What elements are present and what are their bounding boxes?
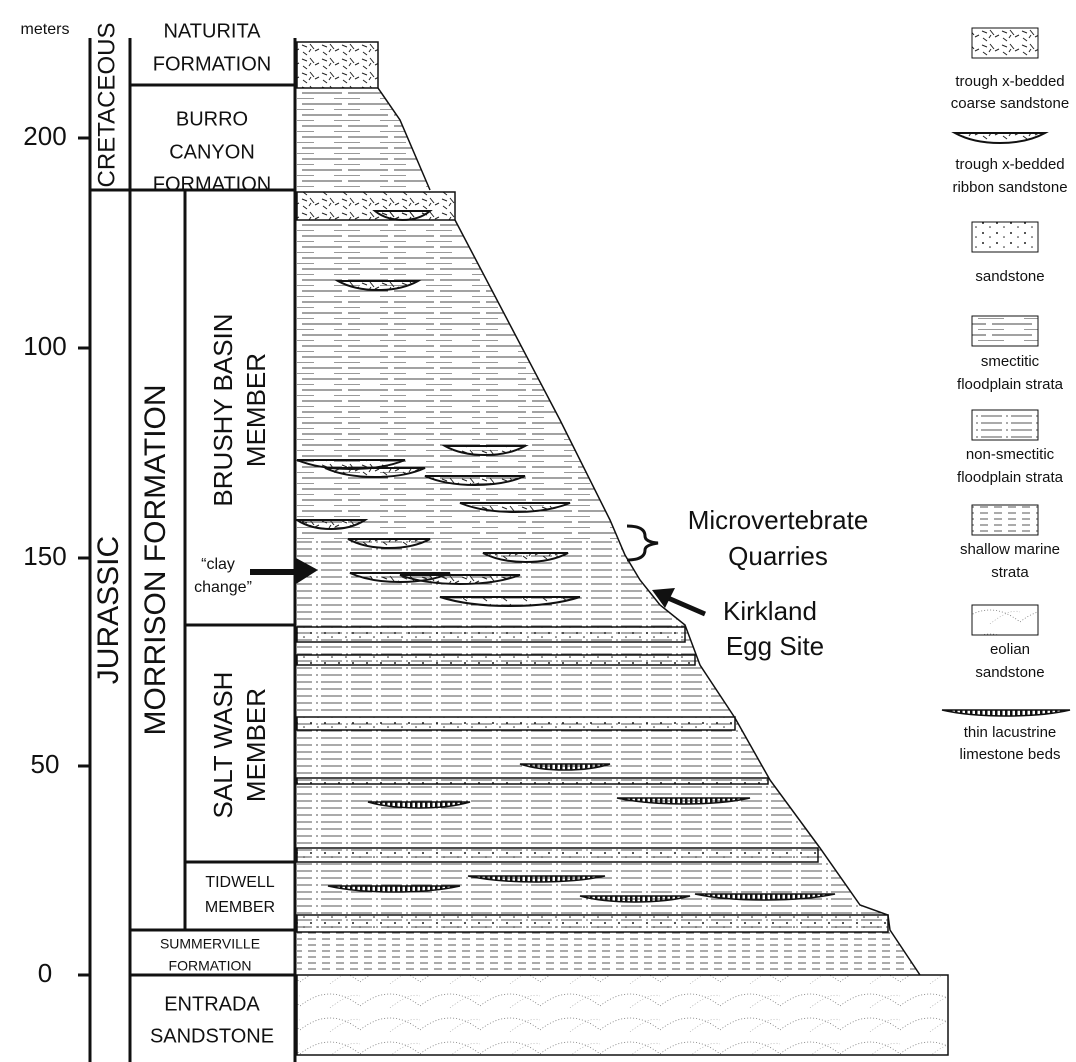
annotation: change” bbox=[194, 579, 252, 596]
legend-label: shallow marine bbox=[960, 541, 1060, 558]
legend-label: floodplain strata bbox=[957, 469, 1064, 486]
lens bbox=[694, 893, 836, 901]
annotation: Egg Site bbox=[726, 631, 824, 661]
lens bbox=[579, 895, 691, 903]
formation-label: BURRO bbox=[176, 108, 248, 130]
sandstone-bed bbox=[296, 847, 819, 863]
lens bbox=[482, 552, 569, 564]
formation-label: SUMMERVILLE bbox=[160, 936, 260, 952]
legend-label: non-smectitic bbox=[966, 446, 1055, 463]
member-label: MEMBER bbox=[205, 899, 275, 916]
lens bbox=[399, 574, 521, 586]
annotation: “clay bbox=[201, 556, 235, 573]
scale-tick-label: 150 bbox=[23, 541, 66, 571]
era-label: CRETACEOUS bbox=[93, 23, 120, 188]
formation-label: FORMATION bbox=[153, 53, 272, 75]
lens bbox=[347, 538, 431, 550]
lens bbox=[616, 797, 751, 805]
legend-label: trough x-bedded bbox=[955, 156, 1064, 173]
lens bbox=[293, 519, 369, 531]
brace bbox=[626, 524, 659, 562]
lens bbox=[439, 596, 581, 608]
formation-label: FORMATION bbox=[153, 173, 272, 195]
legend-label: eolian bbox=[990, 641, 1030, 658]
lens bbox=[424, 475, 526, 487]
lens bbox=[519, 763, 611, 771]
legend-label: coarse sandstone bbox=[951, 95, 1069, 112]
lens bbox=[467, 875, 606, 883]
annotation: Quarries bbox=[728, 541, 828, 571]
member-label: MEMBER bbox=[241, 688, 271, 802]
lens bbox=[334, 280, 422, 292]
formation-label: NATURITA bbox=[163, 20, 261, 42]
lens bbox=[441, 445, 529, 457]
lens bbox=[367, 801, 471, 809]
arrow-head bbox=[652, 588, 675, 608]
legend-label: strata bbox=[991, 564, 1029, 581]
annotation: Kirkland bbox=[723, 596, 817, 626]
member-label: MEMBER bbox=[241, 353, 271, 467]
annotation: Microvertebrate bbox=[688, 505, 869, 535]
legend-label: sandstone bbox=[975, 664, 1044, 681]
sandstone-bed bbox=[296, 654, 696, 666]
legend-label: limestone beds bbox=[960, 746, 1061, 763]
lens bbox=[372, 210, 433, 222]
legend-label: floodplain strata bbox=[957, 376, 1064, 393]
sandstone-bed bbox=[296, 777, 769, 785]
formation-label: ENTRADA bbox=[164, 993, 260, 1015]
scale-tick-label: 100 bbox=[23, 331, 66, 361]
lens bbox=[951, 132, 1049, 145]
scale-tick-label: 0 bbox=[38, 958, 52, 988]
legend-label: ribbon sandstone bbox=[952, 179, 1067, 196]
sandstone-bed bbox=[296, 914, 889, 933]
scale-tick-label: 200 bbox=[23, 121, 66, 151]
lens bbox=[324, 467, 426, 479]
legend bbox=[971, 27, 1039, 636]
era-label: JURASSIC bbox=[92, 536, 125, 684]
lens bbox=[941, 709, 1071, 717]
member-label: BRUSHY BASIN bbox=[208, 313, 238, 506]
scale-label: meters bbox=[21, 21, 70, 38]
formation-label: CANYON bbox=[169, 141, 255, 163]
legend-label: sandstone bbox=[975, 268, 1044, 285]
legend-label: smectitic bbox=[981, 353, 1040, 370]
member-label: TIDWELL bbox=[205, 874, 274, 891]
legend-label: trough x-bedded bbox=[955, 73, 1064, 90]
sandstone-bed bbox=[296, 626, 686, 643]
arrow-head bbox=[296, 558, 318, 584]
lens bbox=[459, 502, 571, 514]
lens bbox=[327, 885, 461, 893]
sandstone-bed bbox=[296, 716, 736, 731]
formation-label: MORRISON FORMATION bbox=[139, 384, 172, 735]
formation-label: SANDSTONE bbox=[150, 1025, 274, 1047]
legend-label: thin lacustrine bbox=[964, 724, 1057, 741]
formation-label: FORMATION bbox=[169, 958, 252, 974]
member-label: SALT WASH bbox=[208, 672, 238, 819]
arrow bbox=[667, 595, 706, 617]
scale-tick-label: 50 bbox=[31, 749, 60, 779]
